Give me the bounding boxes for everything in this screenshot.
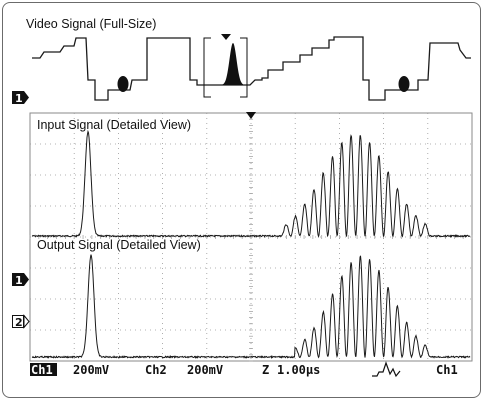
svg-text:2: 2 <box>15 316 23 329</box>
timebase-symbol: Z <box>262 363 269 377</box>
trigger-source: Ch1 <box>436 363 458 377</box>
top-panel-title: Video Signal (Full-Size) <box>26 17 156 31</box>
video-color-burst-center <box>214 43 243 85</box>
video-color-burst-left <box>117 76 129 92</box>
timebase-value: 1.00µs <box>277 363 320 377</box>
trigger-edge-icon <box>372 361 401 378</box>
video-signal-trace <box>32 36 471 101</box>
svg-text:1: 1 <box>15 92 23 105</box>
svg-text:1: 1 <box>15 274 23 287</box>
zoom-window-bracket[interactable] <box>203 37 248 98</box>
ch1-position-marker-top[interactable]: 1 <box>12 91 29 105</box>
zoom-trigger-marker-icon[interactable] <box>221 34 231 40</box>
output-signal-label: Output Signal (Detailed View) <box>37 238 201 252</box>
oscilloscope-frame <box>2 2 481 398</box>
trigger-position-marker-icon[interactable] <box>246 112 256 119</box>
video-color-burst-right <box>398 76 410 92</box>
output-signal-trace <box>31 254 471 360</box>
ch1-position-marker[interactable]: 1 <box>12 273 29 287</box>
ch1-scale: 200mV <box>73 363 109 377</box>
ch2-position-marker[interactable]: 2 <box>12 314 30 330</box>
ch2-label: Ch2 <box>145 363 167 377</box>
input-signal-label: Input Signal (Detailed View) <box>37 118 191 132</box>
ch1-badge[interactable] <box>30 363 57 376</box>
input-signal-trace <box>31 129 471 238</box>
ch1-badge-label: Ch1 <box>31 363 53 377</box>
ch2-scale: 200mV <box>187 363 223 377</box>
